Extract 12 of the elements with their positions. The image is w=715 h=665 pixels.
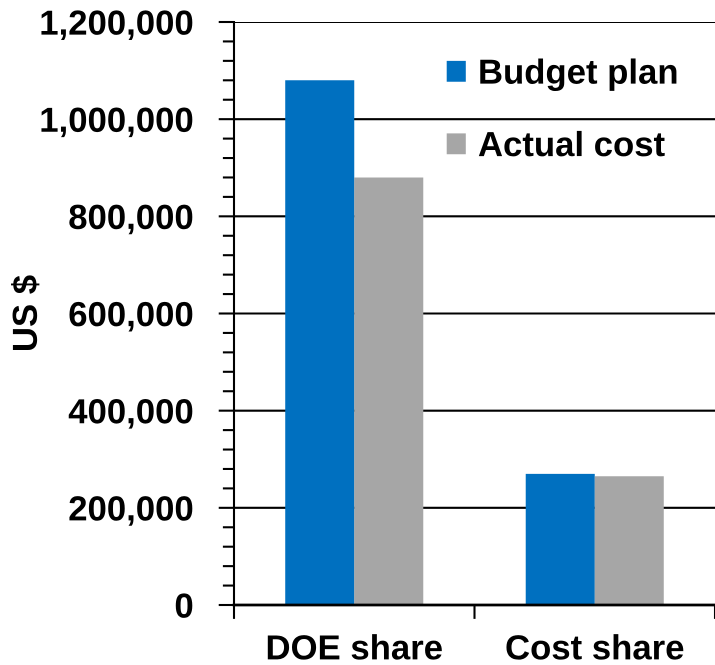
y-tick-label: 800,000: [69, 204, 192, 234]
y-tick-label: 200,000: [69, 496, 192, 526]
legend-label: Budget plan: [480, 58, 676, 91]
y-tick-label: 600,000: [69, 302, 192, 332]
y-tick-label: 1,200,000: [41, 10, 192, 40]
y-axis-title: US $: [11, 275, 40, 350]
x-tick-label: Cost share: [506, 634, 684, 660]
x-tick-label: DOE share: [268, 634, 442, 660]
y-tick-label: 400,000: [68, 399, 192, 429]
y-tick-label: 1,000,000: [41, 108, 192, 138]
legend-label: Actual cost: [478, 130, 665, 156]
y-tick-label: 0: [176, 593, 192, 618]
